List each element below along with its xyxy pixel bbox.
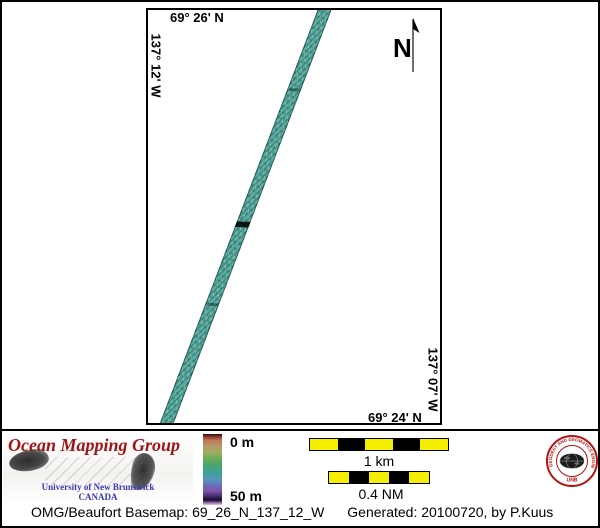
scalebar-segment: [365, 439, 393, 450]
north-arrow-letter: N: [393, 33, 412, 63]
scalebar-segment: [392, 439, 421, 450]
seal-unb-text: UNB: [567, 478, 578, 484]
logo-institution: University of New Brunswick: [41, 482, 155, 492]
scalebar-segment: [310, 439, 338, 450]
caption-generated: Generated: 20100720, by P.Kuus: [347, 504, 554, 520]
unb-geodesy-seal-icon: GEODESY AND GEOMATICS ENGINEERING UNB: [544, 434, 598, 487]
logo-title: Ocean Mapping Group: [8, 435, 181, 455]
swath-streak: [288, 88, 301, 92]
latitude-label-bottom: 69° 24' N: [368, 410, 422, 425]
scalebar-segment: [389, 472, 409, 483]
scalebar-segment: [369, 472, 389, 483]
scalebar-segment: [337, 439, 366, 450]
omg-logo: Ocean Mapping Group University of New Br…: [3, 433, 193, 502]
logo-country: CANADA: [78, 492, 118, 502]
latitude-label-top: 69° 26' N: [170, 10, 224, 25]
scalebar-segment: [420, 439, 448, 450]
colorbar-max-label: 50 m: [230, 488, 262, 504]
north-arrow-icon: N: [393, 18, 420, 72]
scalebar-segment: [409, 472, 429, 483]
swath-streak: [206, 303, 219, 307]
scalebar-segment: [349, 472, 369, 483]
scalebar-km: [309, 438, 449, 451]
caption-basemap: OMG/Beaufort Basemap: 69_26_N_137_12_W: [31, 504, 325, 520]
longitude-label-right: 137° 07' W: [425, 347, 441, 412]
figure-caption: OMG/Beaufort Basemap: 69_26_N_137_12_W G…: [31, 504, 553, 520]
scalebar-nm-label: 0.4 NM: [358, 486, 404, 502]
depth-colorbar: [203, 434, 222, 505]
longitude-label-left: 137° 12' W: [148, 33, 164, 98]
sonar-swath-track: [158, 10, 333, 423]
scalebar-nm: [328, 471, 430, 484]
map-frame: [146, 8, 442, 425]
fish-school-texture: [45, 457, 143, 485]
swath-dark-patch: [234, 221, 251, 228]
panel-divider: [0, 429, 600, 431]
scalebar-km-label: 1 km: [363, 453, 395, 469]
colorbar-min-label: 0 m: [230, 434, 255, 450]
scalebar-segment: [329, 472, 349, 483]
